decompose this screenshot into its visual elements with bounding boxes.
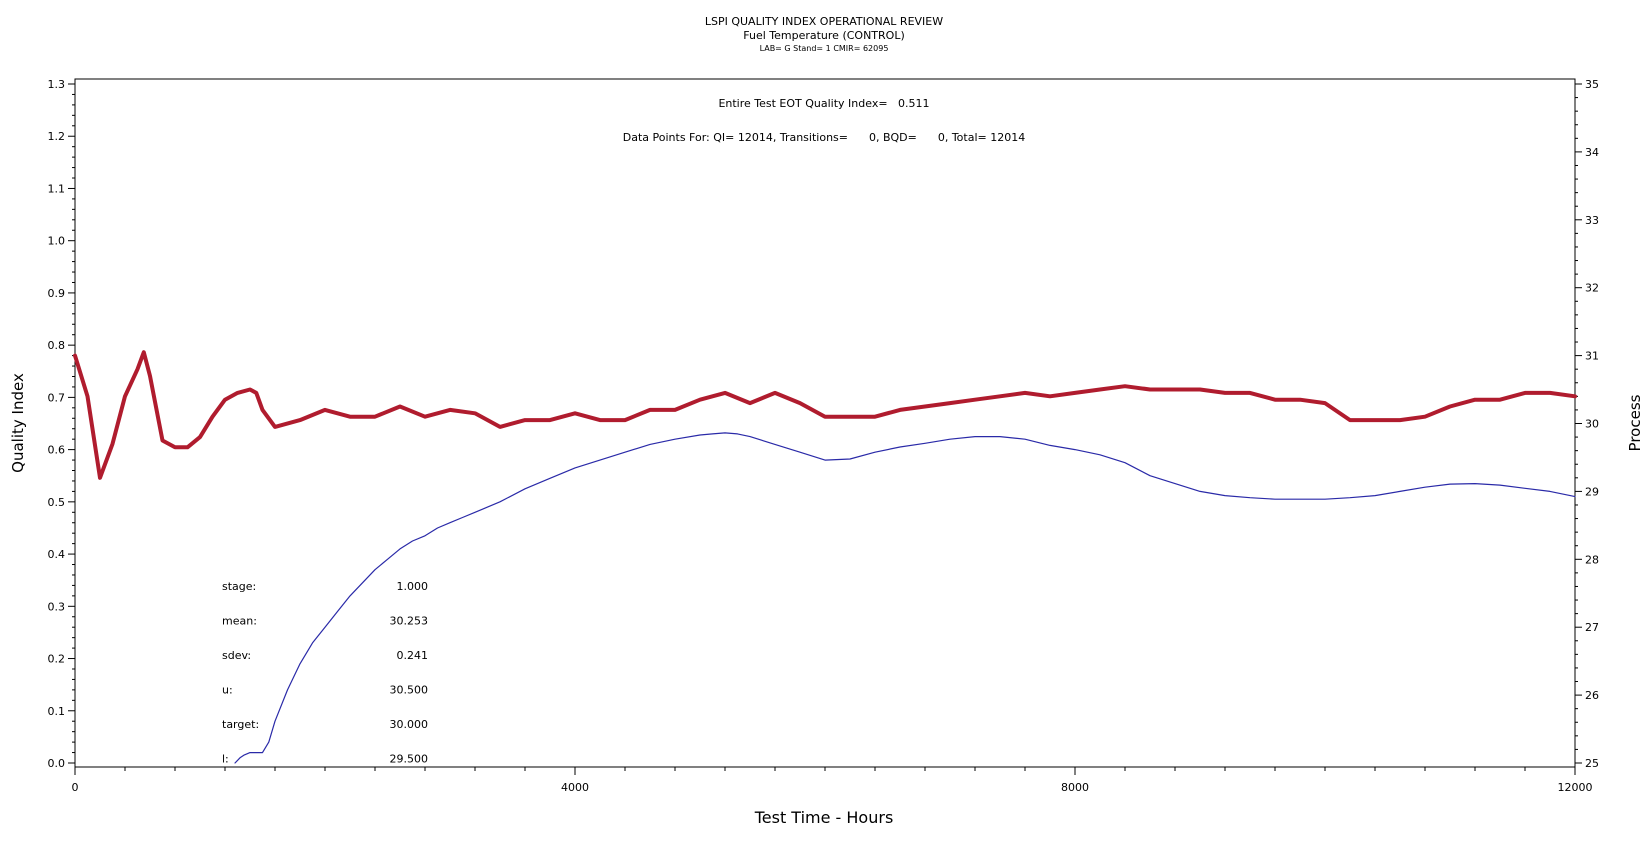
stat-label: u: bbox=[222, 684, 233, 697]
process-series-line bbox=[73, 350, 1577, 480]
chart-title: LSPI QUALITY INDEX OPERATIONAL REVIEW bbox=[705, 15, 943, 28]
y-left-tick-label: 0.9 bbox=[48, 287, 66, 300]
stat-label: stage: bbox=[222, 580, 256, 593]
x-tick-label: 4000 bbox=[561, 781, 589, 794]
y-left-tick-label: 1.0 bbox=[48, 235, 66, 248]
data-points-annotation: Data Points For: QI= 12014, Transitions=… bbox=[623, 131, 1025, 144]
stat-label: l: bbox=[222, 753, 229, 766]
chart-subtitle: Fuel Temperature (CONTROL) bbox=[743, 29, 905, 42]
stat-value: 30.500 bbox=[390, 684, 429, 697]
y-left-tick-label: 0.2 bbox=[48, 653, 66, 666]
series-layer bbox=[73, 350, 1577, 764]
y-axis-right-label: Process bbox=[1626, 394, 1644, 451]
x-tick-label: 12000 bbox=[1558, 781, 1593, 794]
y-left-tick-label: 1.2 bbox=[48, 130, 66, 143]
x-axis-label: Test Time - Hours bbox=[754, 808, 894, 827]
y-right-tick-label: 25 bbox=[1585, 757, 1599, 770]
y-right-tick-label: 29 bbox=[1585, 485, 1599, 498]
chart-lab-info: LAB= G Stand= 1 CMIR= 62095 bbox=[760, 44, 889, 53]
y-left-tick-label: 0.0 bbox=[48, 757, 66, 770]
stat-value: 1.000 bbox=[397, 580, 429, 593]
stat-value: 30.253 bbox=[390, 615, 429, 628]
stat-value: 0.241 bbox=[397, 649, 429, 662]
stat-value: 29.500 bbox=[390, 753, 429, 766]
y-axis-left-label: Quality Index bbox=[9, 373, 27, 473]
left-axis: 0.0 0.1 0.2 0.3 0.4 0.5 0.6 0.7 0.8 0.9 1.0 1.1 1.2 1… bbox=[48, 78, 75, 770]
y-left-tick-label: 0.3 bbox=[48, 600, 66, 613]
eot-quality-index-annotation: Entire Test EOT Quality Index= 0.511 bbox=[718, 97, 929, 110]
y-right-tick-label: 27 bbox=[1585, 621, 1599, 634]
x-tick-label: 8000 bbox=[1061, 781, 1089, 794]
y-left-tick-label: 1.3 bbox=[48, 78, 66, 91]
stat-label: mean: bbox=[222, 615, 257, 628]
y-right-tick-label: 35 bbox=[1585, 78, 1599, 91]
x-tick-label: 0 bbox=[72, 781, 79, 794]
y-left-tick-label: 0.7 bbox=[48, 391, 66, 404]
y-right-tick-label: 33 bbox=[1585, 214, 1599, 227]
y-right-tick-label: 34 bbox=[1585, 146, 1599, 159]
y-right-tick-label: 32 bbox=[1585, 282, 1599, 295]
y-left-tick-label: 0.6 bbox=[48, 444, 66, 457]
stats-block: stage: 1.000 mean: 30.253 sdev: 0.241 u: 30.500… bbox=[222, 580, 428, 766]
y-right-tick-label: 30 bbox=[1585, 418, 1599, 431]
y-left-tick-label: 0.5 bbox=[48, 496, 66, 509]
stat-label: target: bbox=[222, 718, 259, 731]
y-left-tick-label: 0.4 bbox=[48, 548, 66, 561]
stat-value: 30.000 bbox=[390, 718, 429, 731]
y-right-tick-label: 26 bbox=[1585, 689, 1599, 702]
y-right-tick-label: 31 bbox=[1585, 350, 1599, 363]
y-left-tick-label: 0.1 bbox=[48, 705, 66, 718]
stat-label: sdev: bbox=[222, 649, 251, 662]
quality-index-series-line bbox=[234, 432, 1576, 764]
y-right-tick-label: 28 bbox=[1585, 553, 1599, 566]
y-left-tick-label: 0.8 bbox=[48, 339, 66, 352]
x-axis: 0 4000 8000 12000 bbox=[72, 767, 1593, 794]
y-left-tick-label: 1.1 bbox=[48, 182, 66, 195]
right-axis: 25 26 27 28 29 30 31 32 33 34 35 bbox=[1575, 78, 1599, 770]
